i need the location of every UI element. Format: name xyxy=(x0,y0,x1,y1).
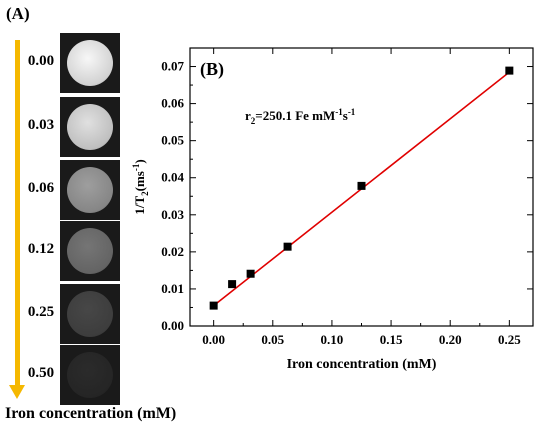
x-tick-label: 0.25 xyxy=(498,332,521,347)
x-tick-label: 0.15 xyxy=(380,332,403,347)
data-point xyxy=(209,301,218,310)
data-point xyxy=(228,280,237,289)
y-axis-label: 1/T2(ms-1) xyxy=(131,159,150,214)
y-tick-label: 0.00 xyxy=(161,318,184,333)
phantom-disc xyxy=(67,104,113,150)
phantom-disc xyxy=(67,40,113,86)
x-tick-label: 0.00 xyxy=(202,332,225,347)
data-point xyxy=(283,242,292,251)
concentration-label: 0.06 xyxy=(27,180,55,196)
phantom-disc xyxy=(67,291,113,337)
y-tick-label: 0.04 xyxy=(161,170,184,185)
x-tick-label: 0.20 xyxy=(439,332,462,347)
y-tick-label: 0.01 xyxy=(161,281,184,296)
mri-phantom-image xyxy=(60,160,120,220)
y-tick-label: 0.07 xyxy=(161,59,184,74)
t2-relaxivity-plot: 0.00 0.05 0.10 0.15 0.20 0.25 0.00 0.01 0.02 0.03… xyxy=(131,47,534,372)
iron-concentration-label: Iron concentration (mM) xyxy=(5,405,177,422)
concentration-label: 0.50 xyxy=(27,365,55,381)
data-point xyxy=(246,269,255,278)
concentration-label: 0.03 xyxy=(27,117,55,133)
phantom-disc xyxy=(67,228,113,274)
y-tick-label: 0.06 xyxy=(161,96,184,111)
mri-phantom-image xyxy=(60,221,120,281)
concentration-label: 0.25 xyxy=(27,304,55,320)
concentration-arrow-head xyxy=(9,385,25,399)
concentration-label: 0.12 xyxy=(27,241,55,257)
x-tick-label: 0.05 xyxy=(261,332,284,347)
x-tick-label: 0.10 xyxy=(321,332,344,347)
concentration-arrow-shaft xyxy=(15,40,20,387)
y-tick-label: 0.05 xyxy=(161,133,184,148)
data-point xyxy=(357,181,366,190)
panel-b-label: (B) xyxy=(200,59,224,80)
mri-phantom-image xyxy=(60,345,120,405)
panel-a-label: (A) xyxy=(6,4,30,23)
y-tick-label: 0.02 xyxy=(161,244,184,259)
data-point xyxy=(505,66,514,75)
y-tick-label: 0.03 xyxy=(161,207,184,222)
mri-phantom-image xyxy=(60,33,120,93)
concentration-label: 0.00 xyxy=(27,53,55,69)
relaxivity-annotation: r2=250.1 Fe mM-1s-1 xyxy=(245,107,356,126)
x-axis-label: Iron concentration (mM) xyxy=(287,357,437,372)
mri-phantom-image xyxy=(60,97,120,157)
phantom-disc xyxy=(67,167,113,213)
mri-phantom-image xyxy=(60,284,120,344)
phantom-disc xyxy=(67,352,113,398)
